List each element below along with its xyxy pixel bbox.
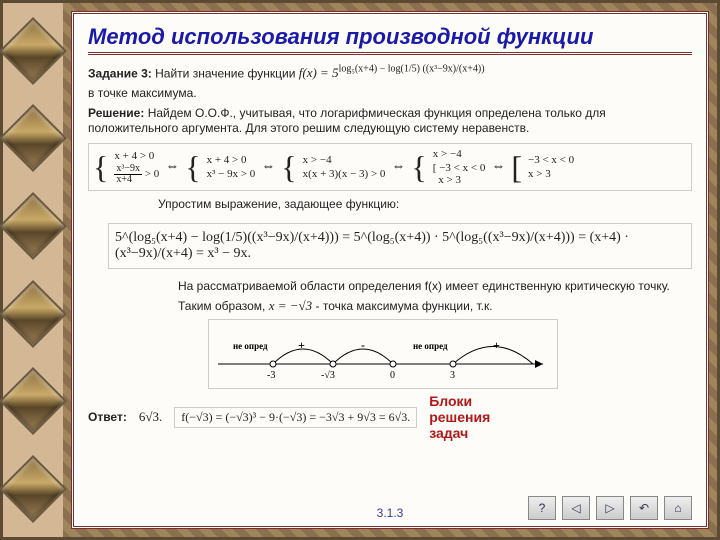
equiv-icon: ⇔ (261, 159, 275, 175)
sys-3a: x > −4 (303, 154, 386, 166)
sys-2: x + 4 > 0 x³ − 9x > 0 (207, 154, 256, 180)
ornament (0, 368, 67, 436)
ornament (0, 280, 67, 348)
big-formula: 5^(log₅(x+4) − log(1/5)((x³−9x)/(x+4))) … (108, 223, 692, 269)
solution-text: Найдем О.О.Ф., учитывая, что логарифмиче… (88, 106, 606, 136)
task-formula-exp: log₅(x+4) − log(1/5) ((x³−9x)/(x+4)) (339, 64, 485, 75)
svg-text:+: + (493, 338, 500, 352)
help-button[interactable]: ? (528, 496, 556, 520)
sys-5a: −3 < x < 0 (528, 154, 574, 166)
equiv-icon: ⇔ (391, 159, 405, 175)
undef-label: не опред (233, 341, 268, 351)
sys-1: x + 4 > 0 x³−9xx+4 > 0 (114, 150, 159, 185)
svg-text:3: 3 (450, 370, 455, 381)
sign-line-diagram: не опред + - не опред + -3 -√3 0 3 (208, 319, 558, 389)
prev-button[interactable]: ◁ (562, 496, 590, 520)
sys-2a: x + 4 > 0 (207, 154, 256, 166)
sys-3: x > −4 x(x + 3)(x − 3) > 0 (303, 154, 386, 180)
domain-text-2: Таким образом, x = −√3 - точка максимума… (178, 298, 692, 315)
task-text: Найти значение функции (155, 66, 295, 80)
svg-text:-√3: -√3 (321, 370, 335, 381)
svg-text:-: - (361, 338, 365, 352)
system-inequalities: { x + 4 > 0 x³−9xx+4 > 0 ⇔ { x + 4 > 0 x… (88, 143, 692, 191)
content-wrap: Метод использования производной функции … (63, 3, 717, 537)
simplify-text: Упростим выражение, задающее функцию: (158, 197, 692, 213)
brace-icon: { (281, 153, 296, 181)
ornament-strip (3, 3, 63, 537)
equiv-icon: ⇔ (491, 159, 505, 175)
next-button[interactable]: ▷ (596, 496, 624, 520)
domain-text-1: На рассматриваемой области определения f… (178, 279, 692, 295)
ornament (0, 17, 67, 85)
answer-formula: f(−√3) = (−√3)³ − 9·(−√3) = −3√3 + 9√3 =… (174, 407, 417, 428)
home-button[interactable]: ⌂ (664, 496, 692, 520)
answer-value: 6√3. (139, 409, 162, 425)
svg-text:+: + (298, 338, 305, 352)
task-formula-base: f(x) = 5 (299, 65, 339, 80)
sys-5: −3 < x < 0 x > 3 (528, 154, 574, 180)
sys-3b: x(x + 3)(x − 3) > 0 (303, 168, 386, 180)
back-button[interactable]: ↶ (630, 496, 658, 520)
task-line: Задание 3: Найти значение функции f(x) =… (88, 63, 692, 82)
sys-5b: x > 3 (528, 168, 574, 180)
brace-icon: { (93, 153, 108, 181)
task-line-2: в точке максимума. (88, 86, 692, 102)
ornament (0, 192, 67, 260)
solution-line: Решение: Найдем О.О.Ф., учитывая, что ло… (88, 106, 692, 137)
task-formula: f(x) = 5log₅(x+4) − log(1/5) ((x³−9x)/(x… (299, 65, 485, 80)
task-label: Задание 3: (88, 66, 152, 80)
answer-label: Ответ: (88, 410, 127, 424)
sys-1a: x + 4 > 0 (114, 150, 159, 162)
ornament (0, 105, 67, 173)
brace-icon: { (411, 153, 426, 181)
solution-label: Решение: (88, 106, 144, 120)
domain-text-2b: x = −√3 (269, 298, 312, 313)
svg-text:не опред: не опред (413, 341, 448, 351)
page-title: Метод использования производной функции (88, 24, 692, 55)
page: Метод использования производной функции … (71, 11, 709, 529)
sys-4a: x > −4 (433, 148, 486, 160)
sys-1b: x³−9xx+4 > 0 (114, 164, 159, 185)
bracket-icon: [ (511, 153, 522, 181)
sys-2b: x³ − 9x > 0 (207, 168, 256, 180)
nav-bar: ? ◁ ▷ ↶ ⌂ (528, 496, 692, 520)
answer-row: Ответ: 6√3. f(−√3) = (−√3)³ − 9·(−√3) = … (88, 393, 692, 441)
blocks-link[interactable]: Блоки решения задач (429, 393, 509, 441)
sys-4bc: [ −3 < x < 0 x > 3 (433, 162, 486, 186)
equiv-icon: ⇔ (165, 159, 179, 175)
sys-4: x > −4 [ −3 < x < 0 x > 3 (433, 148, 486, 186)
slide-frame: Метод использования производной функции … (0, 0, 720, 540)
ornament (0, 455, 67, 523)
brace-icon: { (185, 153, 200, 181)
svg-text:-3: -3 (267, 370, 275, 381)
domain-text-2c: - точка максимума функции, т.к. (316, 299, 493, 313)
svg-text:0: 0 (390, 370, 395, 381)
domain-text-2a: Таким образом, (178, 299, 265, 313)
